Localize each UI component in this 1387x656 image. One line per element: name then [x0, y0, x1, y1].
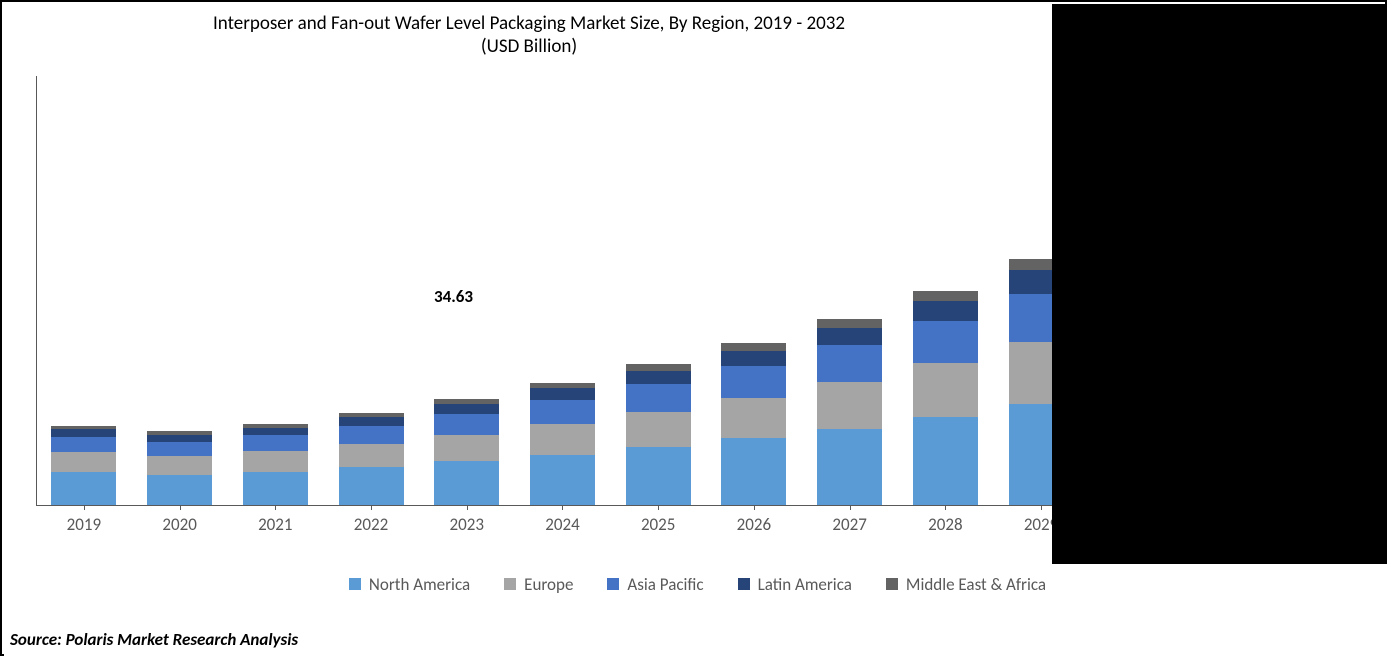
legend-label: Latin America [758, 574, 852, 595]
bar-slot [610, 75, 706, 505]
legend-swatch [504, 578, 516, 590]
bar-segment [817, 328, 882, 346]
x-axis-label: 2021 [227, 514, 323, 544]
bar-slot [132, 75, 228, 505]
value-callout: 34.63 [434, 286, 473, 307]
bar-slot [323, 75, 419, 505]
legend-swatch [738, 578, 750, 590]
bar-segment [530, 455, 595, 505]
chart-title: Interposer and Fan-out Wafer Level Packa… [4, 12, 1054, 58]
legend-swatch [607, 578, 619, 590]
bar-slot [802, 75, 898, 505]
bar-segment [721, 398, 786, 439]
bar-segment [626, 384, 691, 412]
bar-segment [339, 444, 404, 467]
bar-segment [530, 388, 595, 400]
title-line1: Interposer and Fan-out Wafer Level Packa… [4, 12, 1054, 35]
legend-item: North America [349, 574, 470, 595]
bar-segment [434, 414, 499, 435]
bar-segment [721, 366, 786, 398]
bar-segment [530, 424, 595, 455]
legend-swatch [886, 578, 898, 590]
stacked-bar [817, 319, 882, 505]
bar-segment [913, 301, 978, 321]
bar-segment [530, 400, 595, 424]
x-axis-label: 2019 [36, 514, 132, 544]
black-overlay [1052, 4, 1387, 574]
legend-item: Europe [504, 574, 573, 595]
bar-slot [706, 75, 802, 505]
x-axis-label: 2022 [323, 514, 419, 544]
bar-segment [626, 447, 691, 505]
bar-segment [434, 435, 499, 462]
bar-segment [817, 319, 882, 328]
stacked-bar [147, 431, 212, 505]
bar-segment [434, 404, 499, 414]
bar-segment [339, 417, 404, 426]
bar-segment [243, 428, 308, 436]
stacked-bar [721, 343, 786, 505]
bar-segment [51, 472, 116, 505]
bar-segment [817, 429, 882, 505]
legend-swatch [349, 578, 361, 590]
bar-segment [626, 412, 691, 447]
bar-segment [913, 363, 978, 416]
stacked-bar [626, 364, 691, 505]
bar-segment [339, 426, 404, 444]
bar-segment [721, 351, 786, 366]
bar-segment [51, 437, 116, 452]
x-axis-label: 2024 [515, 514, 611, 544]
bar-segment [817, 345, 882, 382]
x-axis-label: 2027 [802, 514, 898, 544]
bar-segment [817, 382, 882, 429]
bar-segment [434, 461, 499, 505]
legend-item: Latin America [738, 574, 852, 595]
bar-segment [721, 438, 786, 505]
legend-label: Europe [524, 574, 573, 595]
x-axis-label: 2028 [897, 514, 993, 544]
bar-segment [147, 435, 212, 442]
stacked-bar [243, 424, 308, 505]
bar-segment [339, 467, 404, 505]
x-axis-label: 2026 [706, 514, 802, 544]
stacked-bar [913, 291, 978, 505]
bar-segment [626, 371, 691, 385]
legend-item: Middle East & Africa [886, 574, 1046, 595]
bar-segment [913, 417, 978, 505]
legend-label: Middle East & Africa [906, 574, 1046, 595]
bar-slot [897, 75, 993, 505]
chart-container: Interposer and Fan-out Wafer Level Packa… [4, 4, 1387, 656]
bar-segment [147, 456, 212, 474]
bar-slot [515, 75, 611, 505]
x-axis-label: 2023 [419, 514, 515, 544]
bar-segment [51, 429, 116, 437]
bar-segment [243, 451, 308, 471]
bar-segment [626, 364, 691, 371]
x-axis-label: 2025 [610, 514, 706, 544]
stacked-bar [339, 413, 404, 505]
bar-segment [243, 472, 308, 505]
x-axis-label: 2020 [132, 514, 228, 544]
bar-segment [243, 435, 308, 451]
source-attribution: Source: Polaris Market Research Analysis [10, 629, 298, 650]
legend-label: Asia Pacific [627, 574, 703, 595]
bar-segment [721, 343, 786, 351]
bar-slot [227, 75, 323, 505]
title-line2: (USD Billion) [4, 35, 1054, 58]
bar-segment [913, 291, 978, 301]
stacked-bar [51, 426, 116, 505]
bar-segment [913, 321, 978, 363]
stacked-bar [530, 383, 595, 506]
legend: North America Europe Asia Pacific Latin Ame… [4, 564, 1387, 604]
legend-label: North America [369, 574, 470, 595]
legend-item: Asia Pacific [607, 574, 703, 595]
bar-segment [147, 475, 212, 505]
bar-segment [147, 442, 212, 456]
stacked-bar [434, 399, 499, 505]
bar-slot [36, 75, 132, 505]
bar-segment [51, 452, 116, 472]
